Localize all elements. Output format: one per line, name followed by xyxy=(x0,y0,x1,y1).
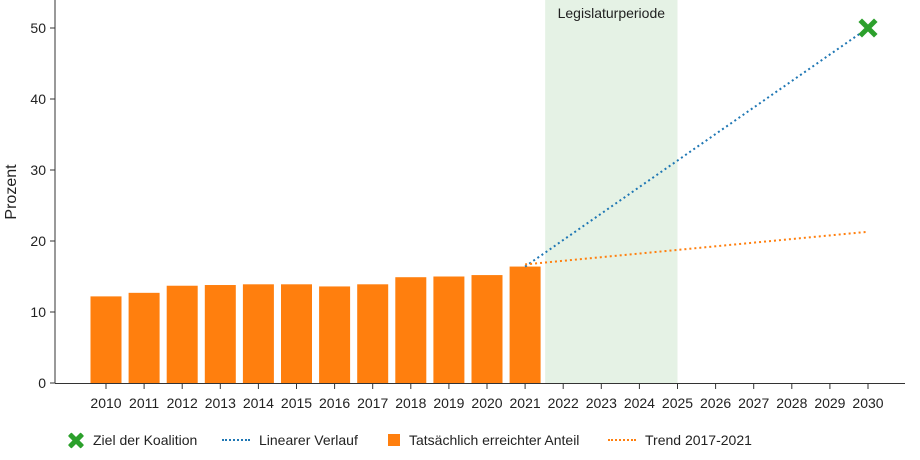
y-tick-label: 50 xyxy=(30,20,46,36)
x-tick-label: 2013 xyxy=(205,395,236,411)
x-marker-icon xyxy=(68,432,84,448)
legend-item-actual: Tatsächlich erreichter Anteil xyxy=(388,432,579,448)
dotted-line-orange-icon xyxy=(608,439,636,441)
bar-2015 xyxy=(281,284,312,383)
x-tick-label: 2027 xyxy=(738,395,769,411)
bar-2018 xyxy=(395,277,427,383)
x-tick-label: 2016 xyxy=(319,395,350,411)
y-tick-label: 30 xyxy=(30,162,46,178)
legend-item-linear: Linearer Verlauf xyxy=(222,432,358,448)
bar-2019 xyxy=(433,276,465,383)
legend-label-linear: Linearer Verlauf xyxy=(259,432,358,448)
bar-2013 xyxy=(204,285,236,383)
square-icon xyxy=(388,434,400,446)
x-tick-label: 2018 xyxy=(395,395,426,411)
x-tick-label: 2030 xyxy=(852,395,883,411)
target-marker xyxy=(858,18,878,38)
x-tick-label: 2026 xyxy=(700,395,731,411)
legend-item-target: Ziel der Koalition xyxy=(68,432,197,448)
legend-item-trend: Trend 2017-2021 xyxy=(608,432,752,448)
bar-2010 xyxy=(90,296,122,383)
legend: Ziel der Koalition Linearer Verlauf Tats… xyxy=(0,426,920,456)
x-tick-label: 2028 xyxy=(776,395,807,411)
y-tick-label: 0 xyxy=(38,375,46,391)
y-tick-label: 40 xyxy=(30,91,46,107)
legend-label-actual: Tatsächlich erreichter Anteil xyxy=(409,432,580,448)
x-tick-label: 2011 xyxy=(129,395,159,411)
dotted-line-blue-icon xyxy=(222,439,250,441)
bar-2016 xyxy=(319,286,351,383)
x-tick-label: 2025 xyxy=(662,395,693,411)
band-label: Legislaturperiode xyxy=(558,5,666,21)
y-tick-label: 10 xyxy=(30,304,46,320)
bar-2021 xyxy=(509,266,541,383)
y-tick-label: 20 xyxy=(30,233,46,249)
x-tick-label: 2014 xyxy=(243,395,274,411)
x-tick-label: 2015 xyxy=(281,395,312,411)
x-tick-label: 2021 xyxy=(510,395,541,411)
legend-label-target: Ziel der Koalition xyxy=(93,432,198,448)
x-tick-label: 2019 xyxy=(433,395,464,411)
bar-2011 xyxy=(128,292,160,383)
bar-2017 xyxy=(357,284,389,383)
legend-label-trend: Trend 2017-2021 xyxy=(645,432,752,448)
x-tick-label: 2029 xyxy=(814,395,845,411)
x-tick-label: 2024 xyxy=(624,395,655,411)
legislature-band xyxy=(545,0,678,383)
bar-2014 xyxy=(242,284,274,383)
x-tick-label: 2022 xyxy=(548,395,579,411)
x-tick-label: 2017 xyxy=(357,395,388,411)
bar-2012 xyxy=(166,285,198,383)
x-tick-label: 2012 xyxy=(167,395,198,411)
y-axis-label: Prozent xyxy=(3,164,20,220)
x-tick-label: 2020 xyxy=(471,395,502,411)
x-tick-label: 2010 xyxy=(90,395,121,411)
bar-2020 xyxy=(471,275,503,383)
x-tick-label: 2023 xyxy=(586,395,617,411)
